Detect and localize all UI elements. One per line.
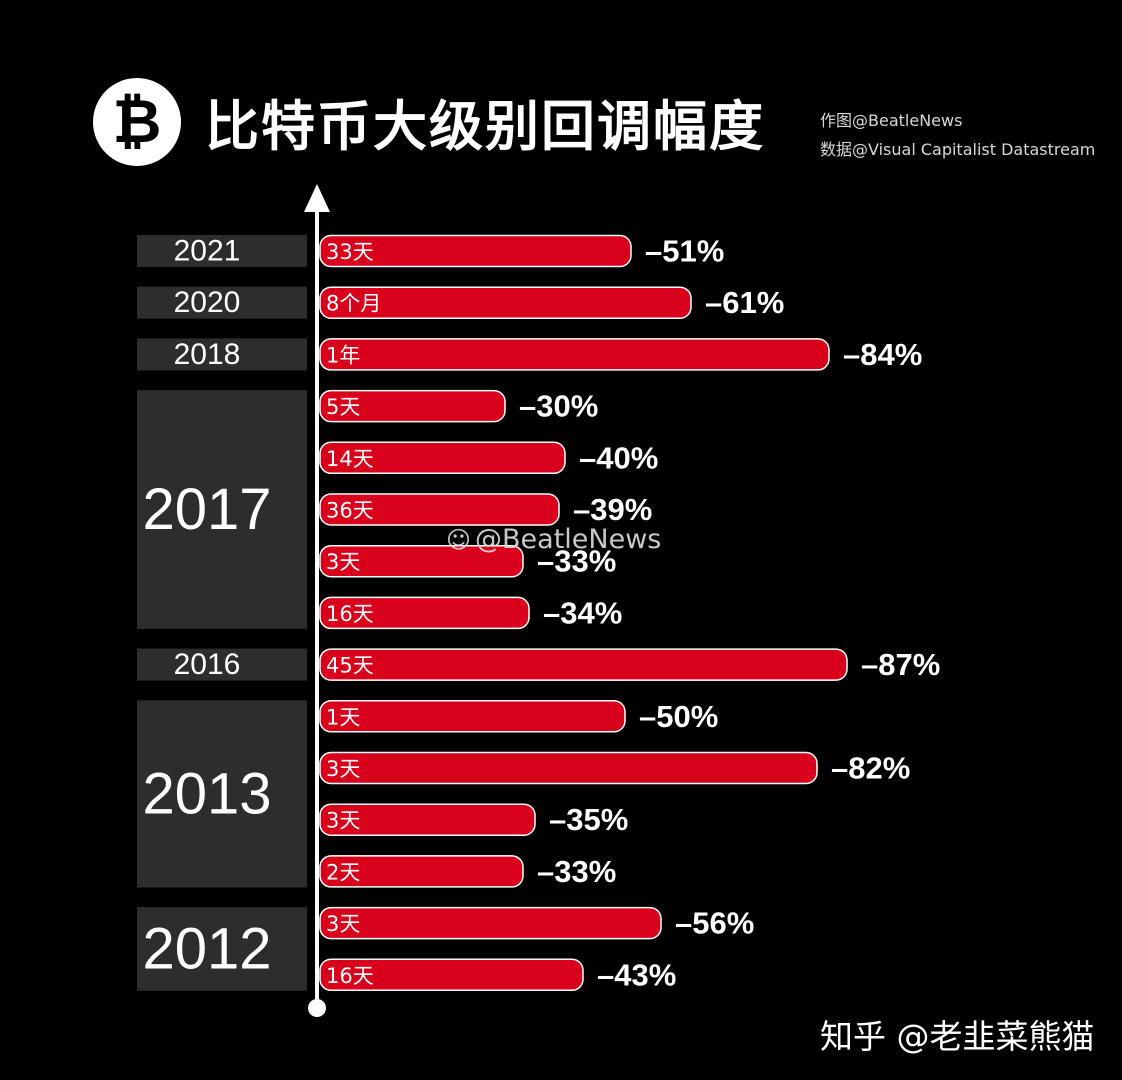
bar [319, 803, 536, 836]
bar-duration-label: 16天 [326, 964, 374, 988]
bar-value-label: –84% [843, 337, 922, 372]
bar-duration-label: 3天 [326, 757, 360, 781]
chart-title: 比特币大级别回调幅度 [205, 95, 765, 158]
bar [319, 855, 524, 888]
bar [319, 441, 566, 475]
bar [319, 958, 584, 992]
bitcoin-logo-icon: ₿ [93, 78, 181, 166]
year-band [137, 700, 307, 888]
bar-value-label: –87% [861, 647, 940, 682]
axis-arrow-icon [304, 184, 330, 212]
bar [319, 596, 530, 630]
bar-duration-label: 1年 [326, 343, 360, 367]
bar [319, 389, 506, 423]
bar-duration-label: 16天 [326, 602, 374, 626]
year-label: 2020 [174, 286, 241, 319]
credit-source: 数据@Visual Capitalist Datastream [820, 140, 1096, 159]
bar [319, 493, 560, 526]
weibo-icon: ☺ [446, 526, 472, 554]
bar-duration-label: 36天 [326, 499, 374, 523]
bar-duration-label: 3天 [326, 912, 360, 936]
axis-end-dot [308, 999, 326, 1017]
year-band [137, 907, 307, 991]
bar [319, 338, 830, 371]
year-band [137, 338, 307, 371]
bar-value-label: –50% [639, 699, 718, 734]
bar [319, 751, 818, 785]
bar [319, 286, 692, 319]
bar-value-label: –39% [573, 492, 652, 527]
bar-value-label: –40% [579, 440, 658, 475]
year-label: 2017 [142, 477, 271, 542]
bar-value-label: –82% [831, 751, 910, 786]
bar-value-label: –35% [549, 802, 628, 837]
bar-duration-label: 33天 [326, 240, 374, 264]
bar-value-label: –61% [705, 285, 784, 320]
bar-duration-label: 14天 [326, 447, 374, 471]
year-label: 2021 [174, 235, 241, 268]
year-band [137, 648, 307, 681]
bar-value-label: –30% [519, 389, 598, 424]
bar-duration-label: 5天 [326, 395, 360, 419]
bar-value-label: –51% [645, 234, 724, 269]
year-label: 2018 [174, 338, 241, 371]
credit-author: 作图@BeatleNews [820, 111, 963, 130]
bar [319, 700, 626, 733]
bar [319, 648, 848, 681]
year-band [137, 235, 307, 267]
bar-value-label: –33% [537, 544, 616, 579]
year-label: 2013 [142, 761, 271, 826]
bar-value-label: –33% [537, 854, 616, 889]
bar-duration-label: 45天 [326, 654, 374, 678]
footer-credit: 知乎 @老韭菜熊猫 [820, 1017, 1095, 1056]
watermark: ☺ @BeatleNews [446, 524, 661, 555]
bar-duration-label: 2天 [326, 860, 360, 884]
bar-value-label: –43% [597, 957, 676, 992]
bar [319, 906, 662, 940]
bar-duration-label: 3天 [326, 809, 360, 833]
year-band [137, 390, 307, 629]
bar-duration-label: 3天 [326, 550, 360, 574]
bar [319, 234, 632, 268]
bar-duration-label: 8个月 [326, 292, 381, 316]
bar-duration-label: 1天 [326, 705, 360, 729]
bar-value-label: –34% [543, 595, 622, 630]
bar-value-label: –56% [675, 906, 754, 941]
year-label: 2012 [142, 916, 271, 981]
year-label: 2016 [174, 648, 241, 681]
year-band [137, 286, 307, 319]
bar [319, 544, 524, 578]
watermark-text: @BeatleNews [475, 524, 662, 555]
